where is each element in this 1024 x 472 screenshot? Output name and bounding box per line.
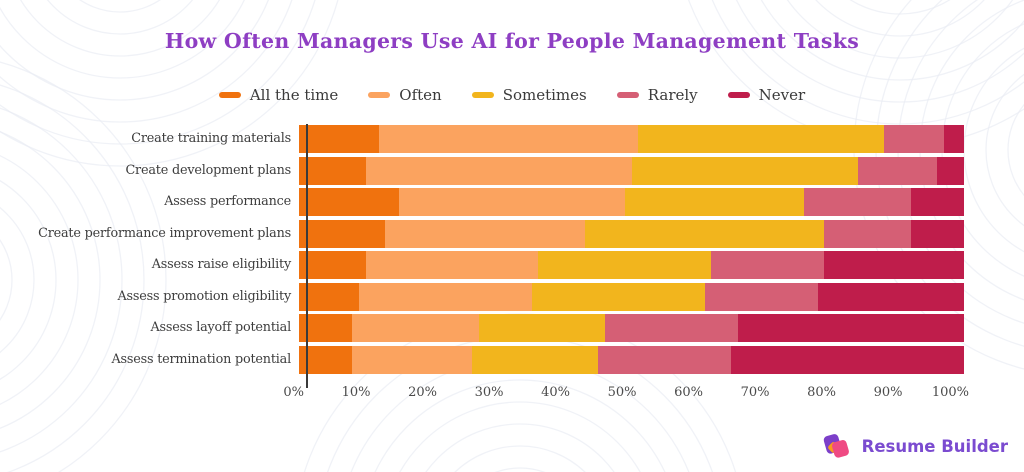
- category-label: Assess promotion eligibility: [117, 288, 291, 304]
- x-axis: 0% 10% 20% 30% 40% 50% 60% 70% 80% 90% 100%: [283, 385, 972, 405]
- bar-segment: [538, 251, 712, 279]
- bar-segment: [598, 345, 732, 374]
- x-axis-tick-label: 100%: [931, 385, 969, 400]
- y-axis-line: [306, 124, 308, 388]
- legend-label: Often: [399, 86, 442, 104]
- bar-segment: [857, 156, 938, 185]
- legend-item: Rarely: [616, 86, 698, 104]
- x-axis-tick-label: 0%: [283, 385, 304, 400]
- bar-segment: [299, 251, 366, 279]
- legend-item: Never: [727, 86, 806, 104]
- bar-segment: [299, 282, 359, 311]
- bar-row: Create development plans: [0, 156, 1024, 185]
- x-axis-tick-label: 10%: [341, 385, 371, 400]
- x-axis-tick-label: 70%: [740, 385, 770, 400]
- bar-segment: [884, 125, 945, 153]
- bar-segment: [365, 251, 539, 279]
- bar-segment: [711, 251, 825, 279]
- x-axis-tick-label: 50%: [607, 385, 637, 400]
- stacked-bar: [299, 345, 964, 374]
- x-axis-tick-label: 80%: [807, 385, 836, 400]
- x-axis-tick-label: 40%: [541, 385, 570, 400]
- stacked-bar: [299, 188, 964, 216]
- bar-segment: [352, 314, 479, 342]
- x-axis-tick-label: 30%: [474, 385, 504, 400]
- bar-segment: [944, 125, 964, 153]
- legend-item: Sometimes: [471, 86, 587, 104]
- legend-item: All the time: [218, 86, 339, 104]
- legend-swatch-icon: [368, 92, 391, 98]
- brand-logo: Resume Builder: [822, 430, 1008, 462]
- bar-segment: [358, 282, 532, 311]
- bar-row: Create training materials: [0, 125, 1024, 153]
- bar-segment: [365, 156, 632, 185]
- bar-segment: [531, 282, 705, 311]
- legend-swatch-icon: [471, 92, 494, 98]
- bar-segment: [398, 188, 625, 216]
- bar-row: Assess performance: [0, 188, 1024, 216]
- bar-segment: [817, 282, 964, 311]
- bar-segment: [299, 219, 386, 248]
- x-axis-tick-label: 20%: [408, 385, 437, 400]
- bar-segment: [385, 219, 585, 248]
- bar-segment: [731, 345, 964, 374]
- bar-segment: [704, 282, 818, 311]
- stacked-bar: [299, 282, 964, 311]
- category-label: Create development plans: [125, 162, 291, 178]
- category-label: Assess termination potential: [111, 351, 291, 367]
- category-label: Assess layoff potential: [150, 320, 291, 335]
- bar-row: Assess layoff potential: [0, 314, 1024, 342]
- bar-segment: [378, 125, 639, 153]
- bar-row: Assess termination potential: [0, 345, 1024, 374]
- bar-segment: [937, 156, 964, 185]
- bar-segment: [910, 219, 964, 248]
- legend-label: Never: [758, 86, 806, 104]
- bar-rows: Create training materials Create developm…: [0, 125, 1024, 374]
- legend-swatch-icon: [727, 92, 750, 98]
- bar-segment: [584, 219, 825, 248]
- bar-row: Assess raise eligibility: [0, 251, 1024, 279]
- category-label: Assess performance: [164, 194, 291, 209]
- stacked-bar: [299, 219, 964, 248]
- legend-label: All the time: [249, 86, 339, 104]
- x-axis-tick-label: 60%: [674, 385, 703, 400]
- bar-segment: [624, 188, 805, 216]
- stacked-bar: [299, 125, 964, 153]
- bar-segment: [824, 219, 911, 248]
- bar-segment: [804, 188, 911, 216]
- bar-segment: [299, 125, 379, 153]
- bar-segment: [299, 188, 399, 216]
- x-axis-tick-label: 90%: [873, 385, 903, 400]
- bar-segment: [910, 188, 964, 216]
- bar-segment: [737, 314, 964, 342]
- legend-swatch-icon: [218, 92, 241, 98]
- brand-logo-text: Resume Builder: [861, 436, 1008, 456]
- stacked-bar: [299, 156, 964, 185]
- category-label: Create training materials: [131, 131, 291, 146]
- bar-segment: [638, 125, 885, 153]
- bar-segment: [631, 156, 858, 185]
- bar-segment: [604, 314, 738, 342]
- brand-logo-icon: [823, 434, 849, 458]
- bar-segment: [471, 345, 599, 374]
- stacked-bar-chart: Create training materials Create developm…: [0, 124, 1024, 415]
- legend-label: Rarely: [647, 86, 698, 104]
- bar-segment: [299, 156, 366, 185]
- legend: All the time Often Sometimes Rarely Never: [0, 86, 1024, 104]
- bar-segment: [824, 251, 964, 279]
- stacked-bar: [299, 314, 964, 342]
- bar-segment: [352, 345, 472, 374]
- legend-swatch-icon: [616, 92, 639, 98]
- bar-row: Create performance improvement plans: [0, 219, 1024, 248]
- page-title: How Often Managers Use AI for People Man…: [164, 29, 860, 53]
- bar-segment: [478, 314, 605, 342]
- bar-row: Assess promotion eligibility: [0, 282, 1024, 311]
- legend-item: Often: [368, 86, 442, 104]
- stacked-bar: [299, 251, 964, 279]
- category-label: Assess raise eligibility: [151, 257, 291, 272]
- category-label: Create performance improvement plans: [38, 225, 291, 241]
- legend-label: Sometimes: [502, 86, 587, 104]
